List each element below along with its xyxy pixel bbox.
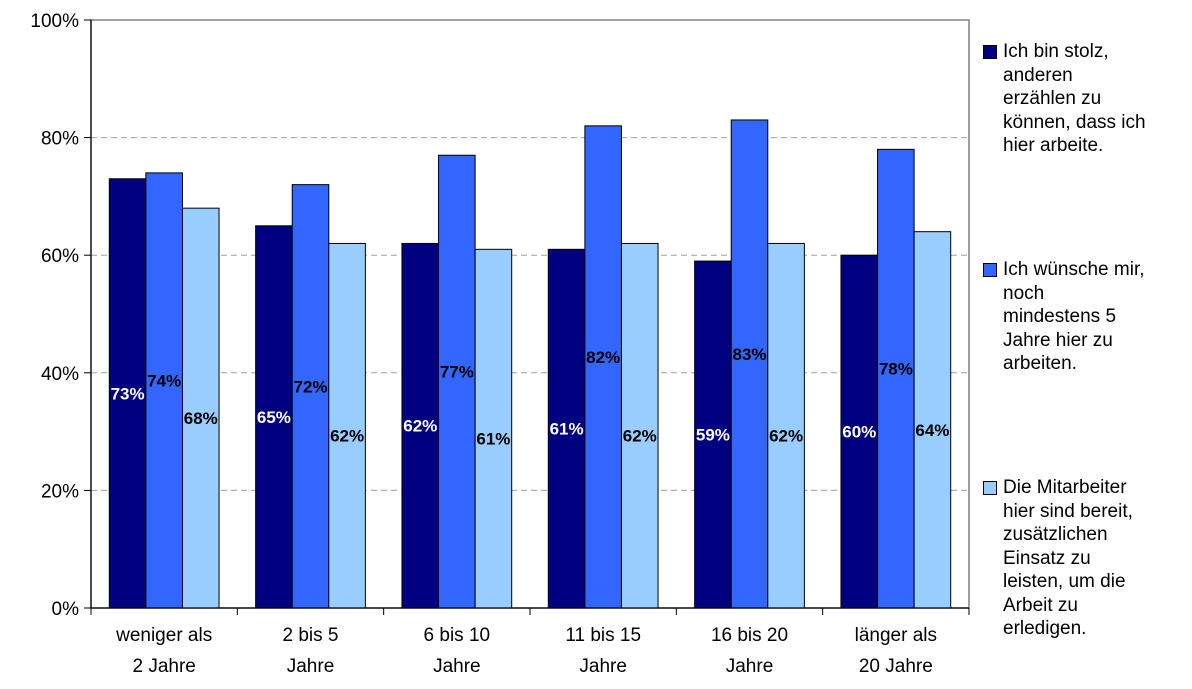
x-tick-label: Jahre: [433, 656, 481, 677]
data-label: 62%: [769, 427, 803, 446]
bar-chart: 73% 65% 62% 61% 59% 60% 74% 72% 77% 82% 83% 78% 68% 6…: [30, 11, 970, 677]
bar: [547, 248, 586, 609]
bar: [291, 184, 330, 609]
bar: [328, 242, 366, 609]
data-label: 65%: [257, 408, 291, 427]
data-label: 83%: [732, 345, 766, 364]
x-tick-label: 6 bis 10: [424, 625, 491, 646]
x-tick-label: 2 bis 5: [283, 625, 339, 646]
x-tick-label: 11 bis 15: [565, 625, 641, 646]
x-tick-label: 2 Jahre: [132, 656, 195, 677]
legend-item-pride: Ich bin stolz, anderen erzählen zu können, …: [983, 40, 1188, 158]
legend-swatch: [983, 45, 997, 59]
legend-item-effort: Die Mitarbeiter hier sind bereit, zusätzli…: [983, 476, 1188, 641]
data-label: 62%: [403, 417, 437, 436]
data-label: 61%: [550, 420, 584, 439]
bar: [913, 231, 952, 609]
data-label: 72%: [293, 377, 327, 396]
bar: [145, 172, 183, 609]
bar: [181, 207, 220, 609]
x-tick-label: weniger als: [115, 625, 212, 646]
legend-label: Ich wünsche mir, noch mindestens 5 Jahre hi…: [1003, 259, 1145, 374]
legend-swatch: [983, 263, 997, 277]
data-label: 78%: [879, 360, 913, 379]
bar: [255, 225, 293, 609]
legend-swatch: [983, 481, 997, 495]
legend-item-stay: Ich wünsche mir, noch mindestens 5 Jahre hi…: [983, 258, 1188, 376]
x-tick-label: länger als: [855, 625, 937, 646]
bar: [438, 154, 476, 609]
data-label: 68%: [184, 409, 218, 428]
data-label: 74%: [147, 371, 181, 390]
x-tick-label: 20 Jahre: [859, 656, 933, 677]
y-tick-label: 60%: [41, 246, 79, 267]
data-label: 73%: [111, 384, 145, 403]
y-tick-label: 40%: [41, 364, 79, 385]
data-label: 61%: [476, 430, 510, 449]
x-tick-label: 16 bis 20: [711, 625, 788, 646]
y-tick-label: 80%: [41, 129, 79, 150]
data-label: 64%: [915, 421, 949, 440]
y-tick-label: 0%: [52, 599, 80, 620]
data-label: 60%: [842, 423, 876, 442]
bar: [730, 119, 769, 609]
data-label: 62%: [330, 427, 364, 446]
x-tick-label: Jahre: [579, 656, 627, 677]
bar: [474, 248, 513, 609]
y-tick-label: 20%: [41, 481, 79, 502]
plot-area: [90, 19, 970, 609]
x-tick-label: Jahre: [726, 656, 774, 677]
data-label: 77%: [440, 363, 474, 382]
data-label: 59%: [696, 426, 730, 445]
bar: [877, 148, 915, 609]
bar: [767, 242, 805, 609]
data-label: 62%: [623, 427, 657, 446]
y-tick-label: 100%: [30, 11, 79, 32]
legend-label: Ich bin stolz, anderen erzählen zu können, …: [1003, 41, 1146, 156]
bar: [840, 254, 879, 609]
bar: [584, 125, 622, 609]
x-tick-label: Jahre: [287, 656, 335, 677]
legend-label: Die Mitarbeiter hier sind bereit, zusätzli…: [1003, 477, 1133, 639]
bar: [620, 242, 659, 609]
data-label: 82%: [586, 348, 620, 367]
